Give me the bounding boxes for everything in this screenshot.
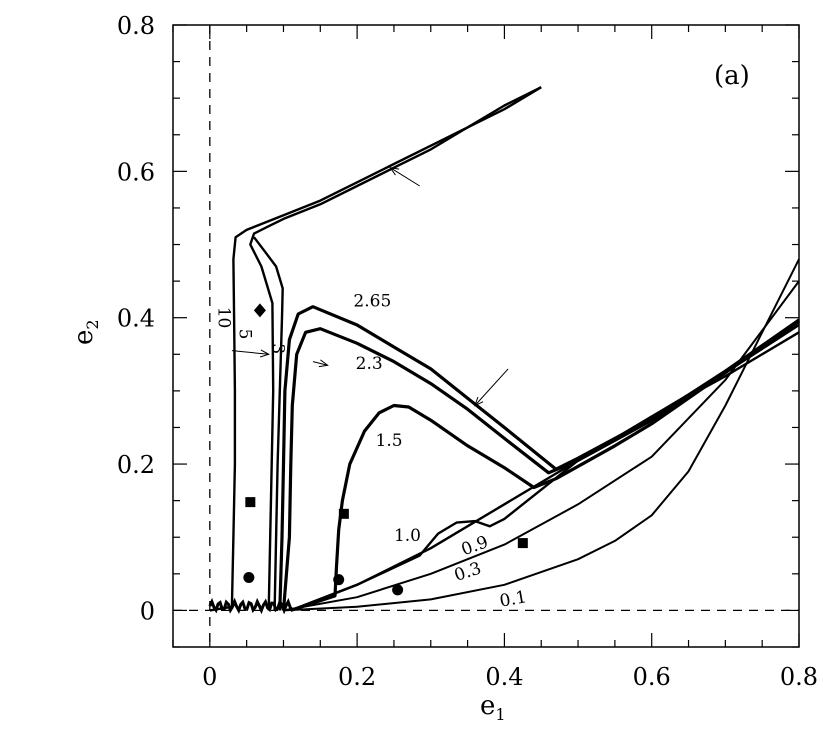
arrow-head (318, 359, 329, 368)
tick-labels-group: 0 0.2 0.4 0.6 0.8 0 0.2 0.4 0.6 0.8 (117, 12, 818, 691)
x-axis-label: e1 (480, 691, 506, 724)
y-tick-label: 0.2 (117, 451, 155, 479)
annotation-arrow (312, 361, 328, 366)
arrow-head (389, 167, 400, 176)
y-axis-label-sub: 2 (83, 319, 102, 329)
series-line-10 (209, 86, 542, 612)
x-axis-label-main: e (480, 691, 495, 721)
y-tick-label: 0 (140, 597, 155, 625)
marker-square (517, 538, 528, 549)
markers-group (243, 303, 528, 596)
curve-label: 0.1 (498, 587, 528, 611)
series-line-0-3 (283, 280, 800, 612)
origin-cluster (208, 597, 294, 615)
arrow-head (474, 396, 484, 407)
curve-label: 5 (234, 329, 254, 340)
series-line-0-1 (283, 258, 800, 612)
curve-label: 2.3 (356, 354, 383, 374)
series-line-2-3 (281, 320, 800, 611)
curve-label: 3 (267, 343, 287, 354)
curve-label: 0.9 (459, 532, 491, 560)
series-group (208, 86, 800, 615)
marker-diamond (253, 303, 266, 318)
series-line-1-5 (290, 320, 800, 612)
panel-label: (a) (714, 61, 750, 91)
axis-ticks (172, 24, 800, 648)
curve-label: 10 (214, 307, 234, 329)
marker-square (245, 497, 256, 508)
y-axis-label: e2 (69, 319, 102, 345)
series-line-5 (249, 86, 542, 611)
plot-frame (172, 24, 800, 648)
marker-circle (333, 574, 345, 586)
y-tick-label: 0.6 (117, 158, 155, 186)
marker-circle (243, 571, 255, 583)
x-tick-label: 0.2 (338, 663, 376, 691)
curve-label: 1.5 (376, 431, 403, 451)
y-axis-label-main: e (69, 330, 99, 345)
arrows-group (231, 167, 509, 407)
x-tick-label: 0.6 (633, 663, 671, 691)
series-line-2-65 (278, 305, 800, 611)
marker-square (338, 508, 349, 519)
marker-circle (392, 584, 404, 596)
y-tick-label: 0.4 (117, 305, 155, 333)
curve-label: 1.0 (394, 526, 421, 546)
x-tick-label: 0 (202, 663, 217, 691)
series-line-3 (253, 236, 284, 611)
x-axis-label-sub: 1 (495, 705, 505, 724)
svg-text:e2: e2 (69, 319, 102, 345)
x-tick-label: 0.8 (780, 663, 818, 691)
y-tick-label: 0.8 (117, 12, 155, 40)
annotation-arrow (389, 167, 420, 187)
arrow-head (259, 349, 271, 358)
x-tick-label: 0.4 (485, 663, 523, 691)
reference-lines (173, 25, 799, 647)
annotation-arrow (231, 350, 269, 355)
curve-label: 2.65 (353, 292, 391, 312)
annotation-arrow (474, 368, 509, 406)
